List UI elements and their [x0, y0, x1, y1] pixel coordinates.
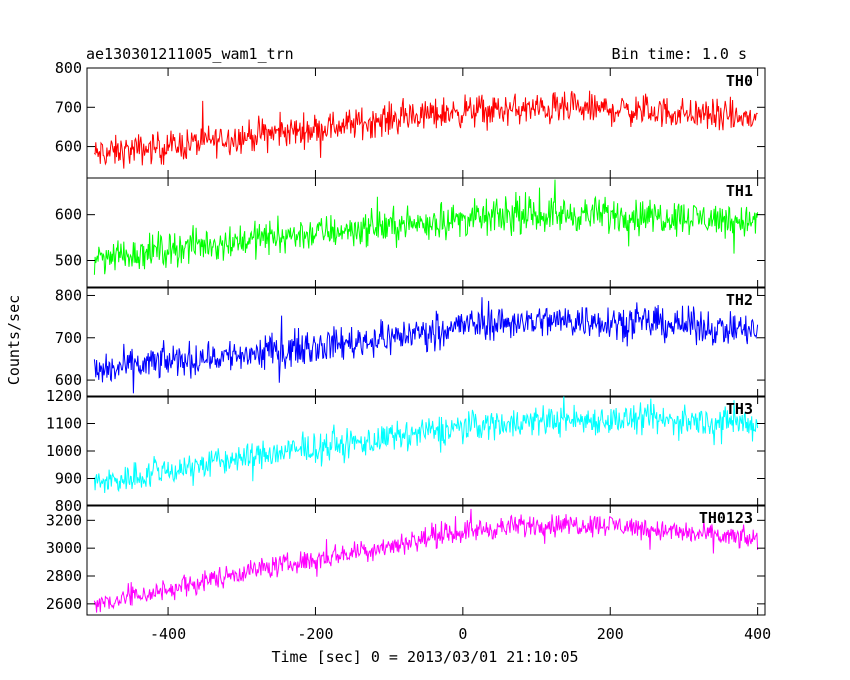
bin-time-label: Bin time: 1.0 s: [611, 45, 747, 63]
x-tick-label: -200: [297, 625, 333, 643]
y-tick-label: 600: [55, 206, 82, 224]
series-line-th0: [93, 90, 758, 169]
y-tick-label: 500: [55, 252, 82, 270]
y-tick-label: 800: [55, 286, 82, 304]
panel-label-th2: TH2: [726, 291, 753, 309]
series-line-th1: [93, 179, 759, 275]
y-tick-label: 700: [55, 98, 82, 116]
panel-label-th0123: TH0123: [699, 509, 753, 527]
y-tick-label: 2600: [46, 595, 82, 613]
y-tick-label: 3000: [46, 539, 82, 557]
x-tick-label: 0: [458, 625, 467, 643]
y-tick-label: 900: [55, 470, 82, 488]
y-tick-label: 1100: [46, 415, 82, 433]
y-tick-label: 600: [55, 138, 82, 156]
y-tick-label: 2800: [46, 567, 82, 585]
series-line-th3: [93, 396, 759, 494]
series-line-th0123: [93, 508, 759, 613]
y-axis-label: Counts/sec: [5, 294, 23, 386]
x-tick-label: -400: [150, 625, 186, 643]
series-line-th2: [93, 297, 759, 394]
panel-label-th0: TH0: [726, 72, 753, 90]
panel-label-th3: TH3: [726, 400, 753, 418]
x-tick-label: 400: [744, 625, 771, 643]
y-tick-label: 700: [55, 329, 82, 347]
y-tick-label: 600: [55, 371, 82, 389]
y-tick-label: 3200: [46, 511, 82, 529]
x-tick-label: 200: [597, 625, 624, 643]
y-tick-label: 1200: [46, 387, 82, 405]
x-axis-label: Time [sec] 0 = 2013/03/01 21:10:05: [271, 648, 579, 666]
panel-frame-th1: [86, 177, 766, 289]
y-tick-label: 800: [55, 497, 82, 515]
panel-label-th1: TH1: [726, 182, 753, 200]
y-tick-label: 1000: [46, 442, 82, 460]
y-tick-label: 800: [55, 59, 82, 77]
chart-title: ae130301211005_wam1_trn: [86, 45, 294, 63]
panel-frame-th2: [86, 286, 766, 398]
panel-frame-th0: [86, 67, 766, 179]
panel-frame-th0123: [86, 504, 766, 616]
